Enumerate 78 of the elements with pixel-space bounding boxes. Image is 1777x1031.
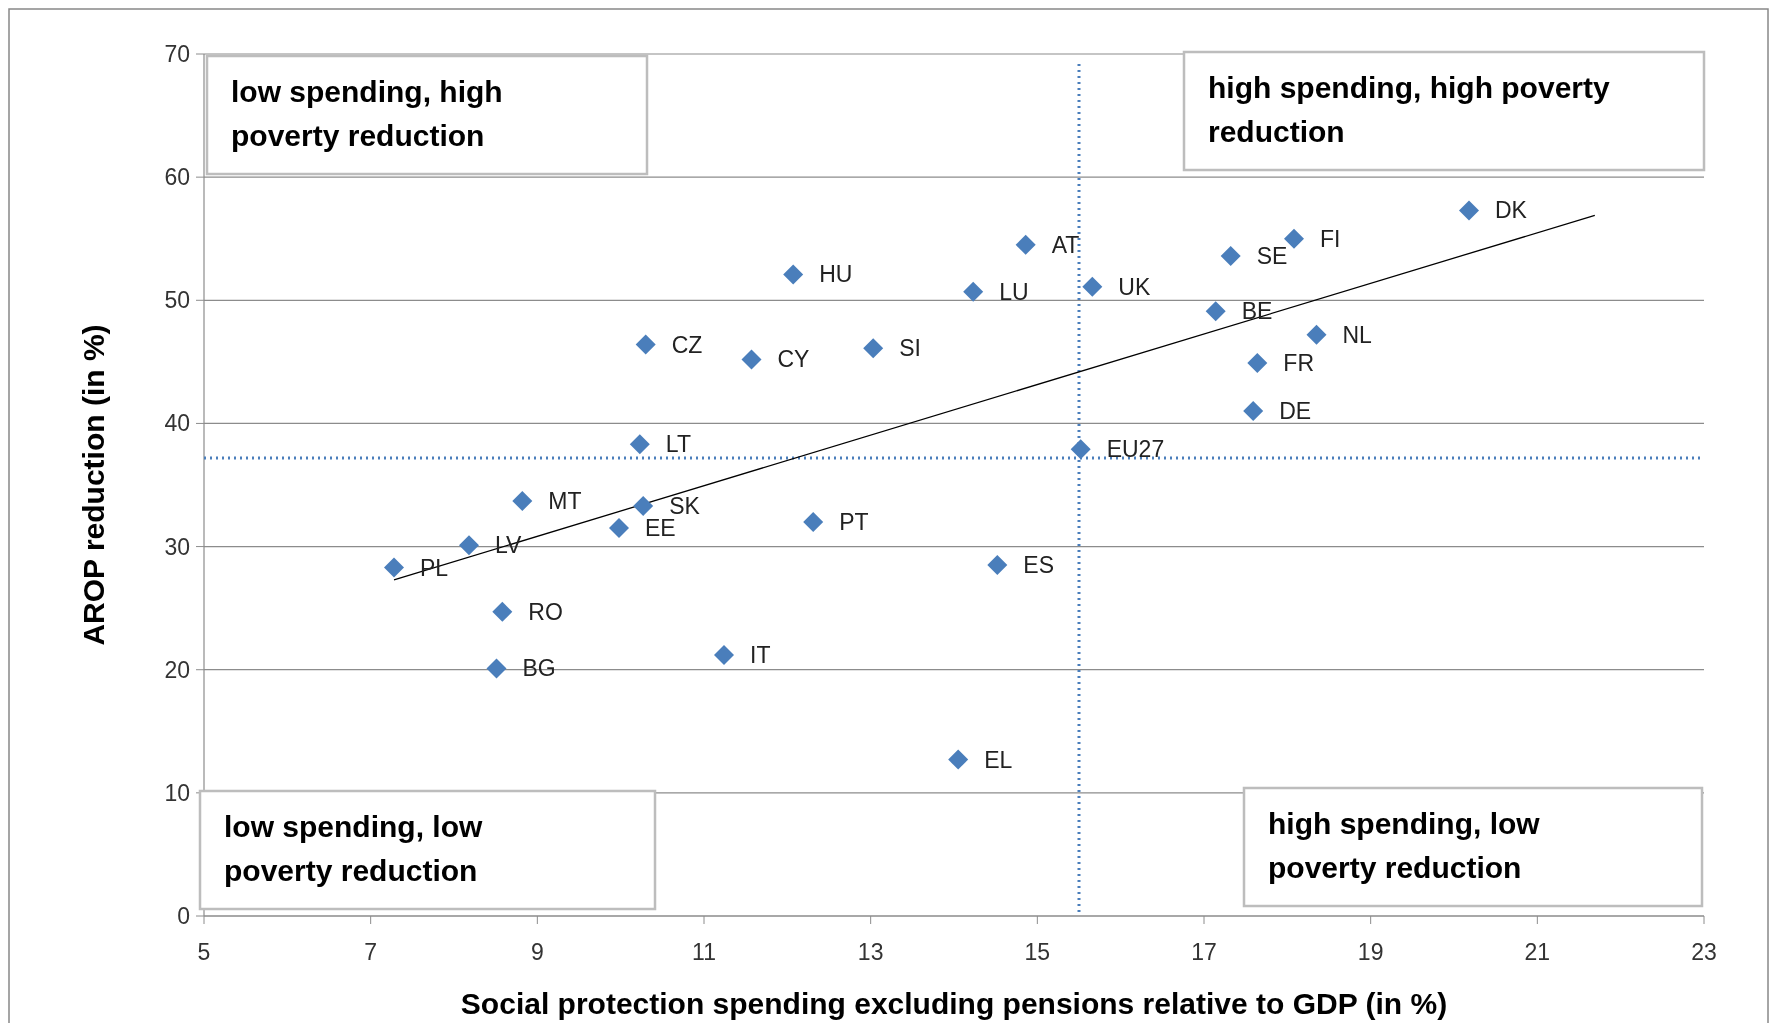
point: [1082, 276, 1103, 297]
point: [609, 518, 629, 539]
data-label: LT: [665, 431, 691, 458]
point: [1284, 228, 1304, 249]
data-label: FR: [1283, 350, 1315, 377]
point: [1247, 353, 1268, 374]
data-label: CZ: [671, 331, 703, 358]
annotation: high spending, low poverty reduction: [1268, 807, 1541, 884]
x-tick-label: 9: [530, 939, 544, 965]
point: [635, 334, 656, 355]
data-label: IT: [750, 641, 771, 668]
point: [633, 495, 654, 516]
data-label: NL: [1342, 321, 1373, 348]
x-tick-label: 19: [1357, 939, 1384, 965]
annotation: high spending, high poverty reduction: [1208, 71, 1610, 148]
annotation: low spending, low poverty reduction: [224, 810, 483, 887]
point: [1015, 234, 1036, 255]
x-tick-label: 17: [1191, 939, 1217, 965]
y-tick-label: 50: [164, 287, 190, 314]
point: [512, 491, 533, 512]
x-tick-label: 5: [197, 939, 211, 965]
x-tick-label: 15: [1024, 939, 1051, 965]
point: [384, 557, 404, 578]
data-label: DE: [1279, 398, 1312, 425]
data-label: RO: [528, 598, 563, 625]
x-tick-label: 11: [692, 939, 716, 965]
text-box: low spending, low poverty reduction: [198, 789, 657, 911]
data-label: UK: [1118, 273, 1151, 300]
data-label: ES: [1023, 552, 1055, 579]
data-label: EU27: [1106, 436, 1165, 463]
y-tick-label: 70: [164, 41, 190, 68]
data-label: CY: [777, 346, 810, 373]
point: [987, 555, 1008, 576]
y-tick-label: 60: [164, 164, 190, 191]
x-tick-label: 13: [857, 939, 884, 965]
data-label: PT: [839, 508, 869, 535]
data-label: DK: [1495, 197, 1528, 224]
point: [1243, 401, 1264, 422]
y-tick-label: 0: [177, 903, 190, 930]
y-axis-title: AROP reduction (in %): [77, 324, 110, 646]
annotation: low spending, high poverty reduction: [231, 75, 503, 152]
data-label: FI: [1320, 225, 1341, 252]
data-label: EL: [984, 746, 1013, 773]
x-tick-label: 23: [1691, 939, 1717, 965]
y-tick-label: 10: [164, 779, 190, 806]
data-label: SI: [899, 335, 921, 362]
data-label: SE: [1256, 242, 1288, 269]
text-box: high spending, high poverty reduction: [1182, 50, 1706, 172]
y-tick-label: 20: [164, 656, 190, 683]
point: [629, 434, 650, 455]
point: [486, 658, 507, 679]
y-tick-label: 40: [164, 410, 190, 437]
point: [459, 535, 479, 556]
point: [863, 338, 884, 359]
point: [714, 644, 734, 665]
data-label: AT: [1051, 231, 1080, 258]
text-box: high spending, low poverty reduction: [1242, 786, 1704, 908]
point: [1459, 200, 1479, 221]
data-label: BG: [522, 655, 556, 682]
y-tick-label: 30: [164, 533, 190, 560]
data-label: BE: [1241, 298, 1273, 325]
text-box: low spending, high poverty reduction: [205, 54, 649, 176]
point: [492, 601, 513, 622]
point: [741, 349, 762, 370]
point: [1205, 301, 1226, 322]
point: [783, 264, 804, 285]
x-tick-label: 21: [1524, 939, 1551, 965]
point: [803, 511, 824, 532]
x-axis-title: Social protection spending excluding pensions relative to GDP (in %): [460, 987, 1448, 1020]
data-label: MT: [548, 488, 582, 515]
data-label: HU: [819, 261, 853, 288]
data-label: LU: [999, 278, 1029, 305]
point: [963, 281, 984, 302]
point: [1220, 245, 1241, 266]
x-tick-label: 7: [364, 939, 378, 965]
point: [1306, 324, 1327, 345]
point: [948, 749, 969, 770]
point: [1070, 439, 1091, 460]
